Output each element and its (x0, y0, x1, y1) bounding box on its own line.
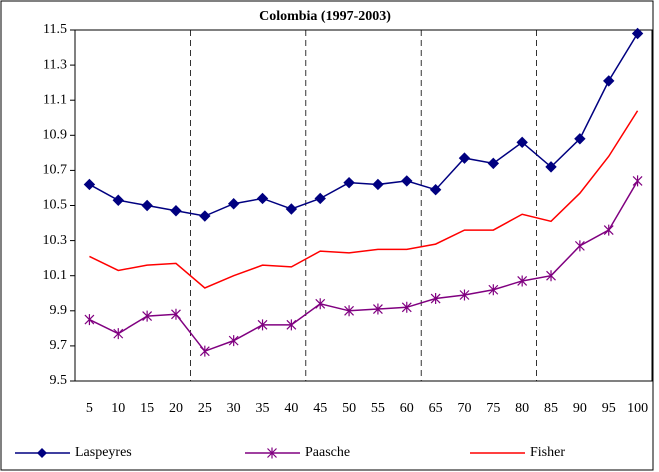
marker (199, 210, 211, 222)
y-tick-label: 10.3 (43, 233, 68, 248)
x-tick-label: 35 (256, 401, 270, 416)
series-line (89, 180, 639, 353)
marker (170, 205, 182, 217)
x-tick-label: 65 (429, 401, 443, 416)
y-tick-label: 9.9 (50, 303, 68, 318)
marker (430, 293, 441, 305)
marker (285, 203, 298, 215)
marker (516, 136, 528, 149)
marker (113, 328, 124, 340)
x-tick-label: 90 (573, 401, 587, 416)
x-tick-label: 55 (371, 401, 385, 416)
marker (344, 305, 354, 317)
marker (227, 198, 240, 210)
marker (373, 303, 383, 315)
y-tick-label: 11.1 (43, 92, 67, 107)
marker (171, 308, 181, 320)
x-tick-label: 25 (198, 401, 212, 416)
y-tick-label: 9.5 (50, 373, 68, 388)
x-tick-label: 60 (400, 401, 414, 416)
marker (199, 345, 210, 357)
y-tick-label: 9.7 (50, 338, 68, 353)
marker (343, 176, 355, 189)
marker (83, 178, 96, 191)
marker (459, 289, 470, 301)
marker (517, 275, 528, 287)
marker (631, 27, 644, 40)
legend-marker (267, 447, 277, 459)
marker (257, 319, 268, 331)
marker (142, 310, 153, 322)
marker (487, 157, 500, 170)
marker (314, 192, 326, 205)
marker (546, 270, 556, 282)
legend-label: Laspeyres (75, 445, 132, 460)
y-tick-label: 11.5 (43, 22, 67, 37)
marker (603, 75, 615, 87)
x-tick-label: 70 (457, 401, 471, 416)
x-tick-label: 5 (86, 401, 93, 416)
marker (141, 199, 153, 212)
y-tick-label: 10.7 (43, 163, 68, 178)
y-tick-label: 10.9 (43, 128, 68, 143)
x-tick-label: 95 (602, 401, 616, 416)
x-tick-label: 50 (342, 401, 356, 416)
y-tick-label: 10.5 (43, 198, 68, 213)
x-tick-label: 100 (627, 401, 648, 416)
marker (545, 161, 557, 173)
x-tick-label: 85 (544, 401, 558, 416)
marker (574, 240, 585, 252)
marker (458, 152, 471, 164)
marker (372, 178, 384, 191)
x-tick-label: 15 (140, 401, 154, 416)
legend-label: Fisher (530, 445, 565, 460)
marker (603, 224, 614, 236)
marker (401, 301, 412, 313)
marker (429, 183, 442, 196)
x-tick-label: 10 (111, 401, 125, 416)
y-tick-label: 10.1 (43, 268, 68, 283)
marker (401, 175, 413, 187)
marker (256, 192, 269, 205)
marker (228, 335, 239, 347)
marker (84, 314, 95, 326)
x-tick-label: 80 (515, 401, 529, 416)
x-tick-label: 30 (227, 401, 241, 416)
x-tick-label: 20 (169, 401, 183, 416)
marker (315, 298, 326, 310)
marker (574, 133, 586, 145)
legend-label: Paasche (305, 445, 350, 460)
marker (112, 194, 124, 206)
marker (488, 284, 499, 296)
legend-marker (37, 448, 47, 458)
marker (286, 319, 297, 331)
marker (632, 175, 643, 187)
x-tick-label: 45 (313, 401, 327, 416)
y-tick-label: 11.3 (43, 57, 67, 72)
series-line (89, 110, 639, 289)
chart-title: Colombia (1997-2003) (259, 9, 391, 24)
x-tick-label: 75 (486, 401, 500, 416)
x-tick-label: 40 (284, 401, 298, 416)
